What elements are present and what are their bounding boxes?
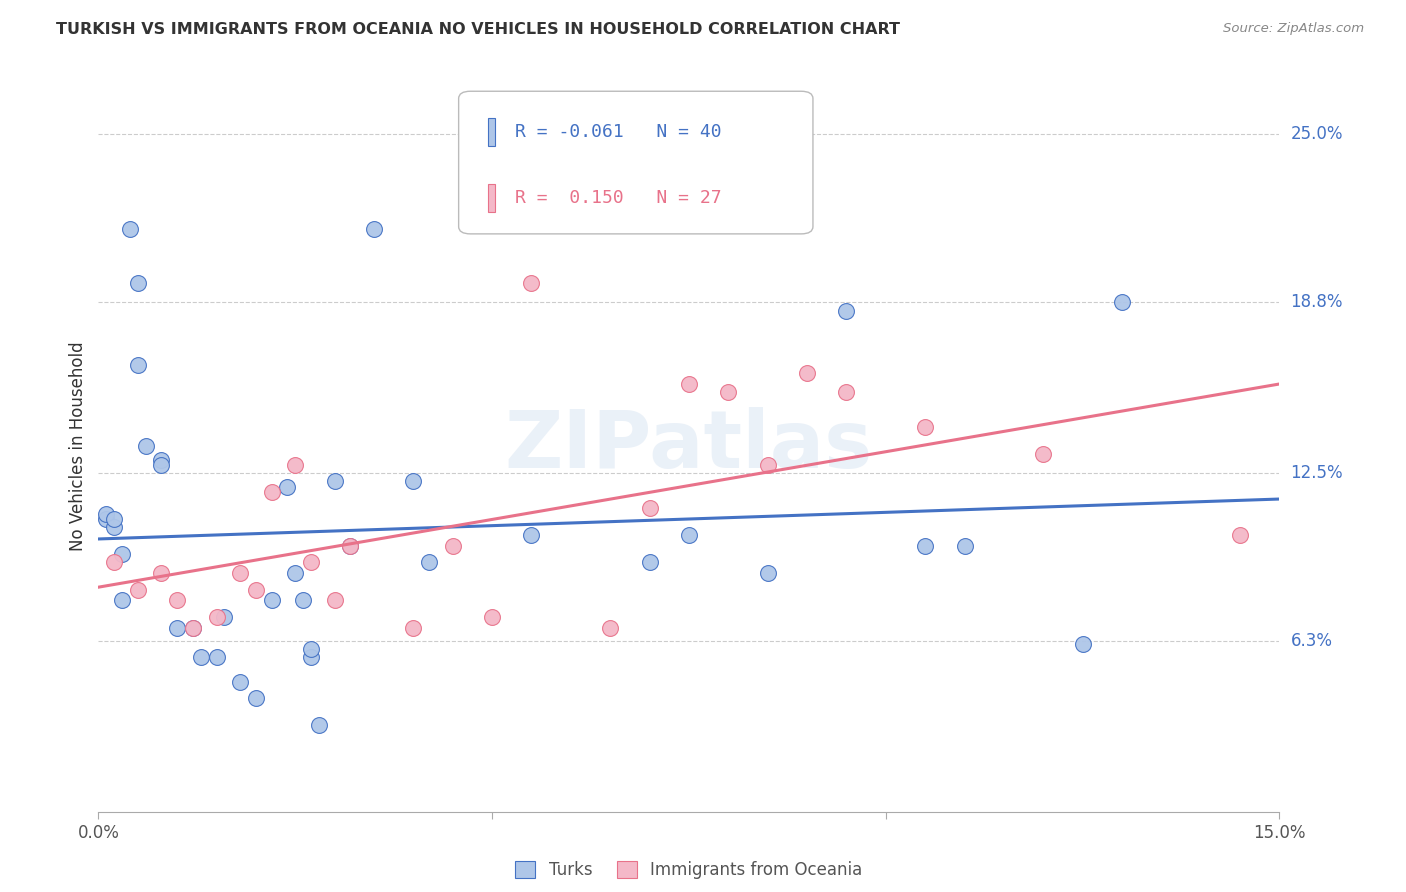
- Point: [914, 420, 936, 434]
- Point: [418, 556, 440, 570]
- Text: R = -0.061   N = 40: R = -0.061 N = 40: [515, 123, 721, 141]
- Point: [150, 452, 173, 467]
- Point: [402, 620, 425, 634]
- Point: [835, 384, 858, 399]
- Point: [308, 718, 330, 732]
- Point: [292, 593, 315, 607]
- Point: [205, 650, 228, 665]
- FancyBboxPatch shape: [488, 119, 495, 146]
- Y-axis label: No Vehicles in Household: No Vehicles in Household: [69, 341, 87, 551]
- Point: [166, 620, 188, 634]
- Point: [481, 609, 503, 624]
- Point: [103, 556, 125, 570]
- Point: [299, 642, 322, 657]
- Point: [135, 439, 157, 453]
- Point: [914, 539, 936, 553]
- Point: [229, 674, 252, 689]
- Point: [260, 485, 283, 500]
- Point: [103, 512, 125, 526]
- Point: [111, 547, 134, 561]
- Point: [638, 556, 661, 570]
- Point: [127, 358, 149, 372]
- Point: [953, 539, 976, 553]
- Text: 6.3%: 6.3%: [1291, 632, 1333, 650]
- Point: [796, 366, 818, 380]
- Point: [717, 384, 740, 399]
- Text: TURKISH VS IMMIGRANTS FROM OCEANIA NO VEHICLES IN HOUSEHOLD CORRELATION CHART: TURKISH VS IMMIGRANTS FROM OCEANIA NO VE…: [56, 22, 900, 37]
- Point: [756, 458, 779, 472]
- Point: [299, 650, 322, 665]
- Point: [260, 593, 283, 607]
- Point: [323, 474, 346, 488]
- Point: [214, 609, 236, 624]
- Point: [520, 528, 543, 542]
- Point: [118, 222, 141, 236]
- Point: [284, 566, 307, 581]
- Point: [363, 222, 385, 236]
- Point: [127, 582, 149, 597]
- Point: [1071, 637, 1094, 651]
- Text: ZIPatlas: ZIPatlas: [505, 407, 873, 485]
- Point: [402, 474, 425, 488]
- Point: [150, 566, 173, 581]
- Point: [190, 650, 212, 665]
- Point: [205, 609, 228, 624]
- Point: [441, 539, 464, 553]
- Point: [638, 501, 661, 516]
- Point: [181, 620, 204, 634]
- Point: [678, 376, 700, 391]
- Point: [150, 458, 173, 472]
- Point: [323, 593, 346, 607]
- Point: [678, 528, 700, 542]
- Point: [229, 566, 252, 581]
- Point: [103, 520, 125, 534]
- Point: [245, 582, 267, 597]
- Point: [339, 539, 361, 553]
- Point: [127, 277, 149, 291]
- Point: [339, 539, 361, 553]
- Text: 18.8%: 18.8%: [1291, 293, 1343, 311]
- FancyBboxPatch shape: [488, 184, 495, 212]
- Point: [599, 620, 621, 634]
- Point: [96, 512, 118, 526]
- Point: [96, 507, 118, 521]
- Point: [1032, 447, 1054, 461]
- Point: [111, 593, 134, 607]
- Text: Source: ZipAtlas.com: Source: ZipAtlas.com: [1223, 22, 1364, 36]
- Point: [299, 556, 322, 570]
- Point: [520, 277, 543, 291]
- Text: 25.0%: 25.0%: [1291, 126, 1343, 144]
- Legend: Turks, Immigrants from Oceania: Turks, Immigrants from Oceania: [506, 853, 872, 888]
- Point: [1111, 295, 1133, 310]
- Point: [1229, 528, 1251, 542]
- Point: [835, 303, 858, 318]
- Point: [756, 566, 779, 581]
- Point: [276, 480, 298, 494]
- FancyBboxPatch shape: [458, 91, 813, 234]
- Text: R =  0.150   N = 27: R = 0.150 N = 27: [515, 189, 721, 207]
- Point: [245, 690, 267, 705]
- Text: 12.5%: 12.5%: [1291, 464, 1343, 482]
- Point: [284, 458, 307, 472]
- Point: [181, 620, 204, 634]
- Point: [166, 593, 188, 607]
